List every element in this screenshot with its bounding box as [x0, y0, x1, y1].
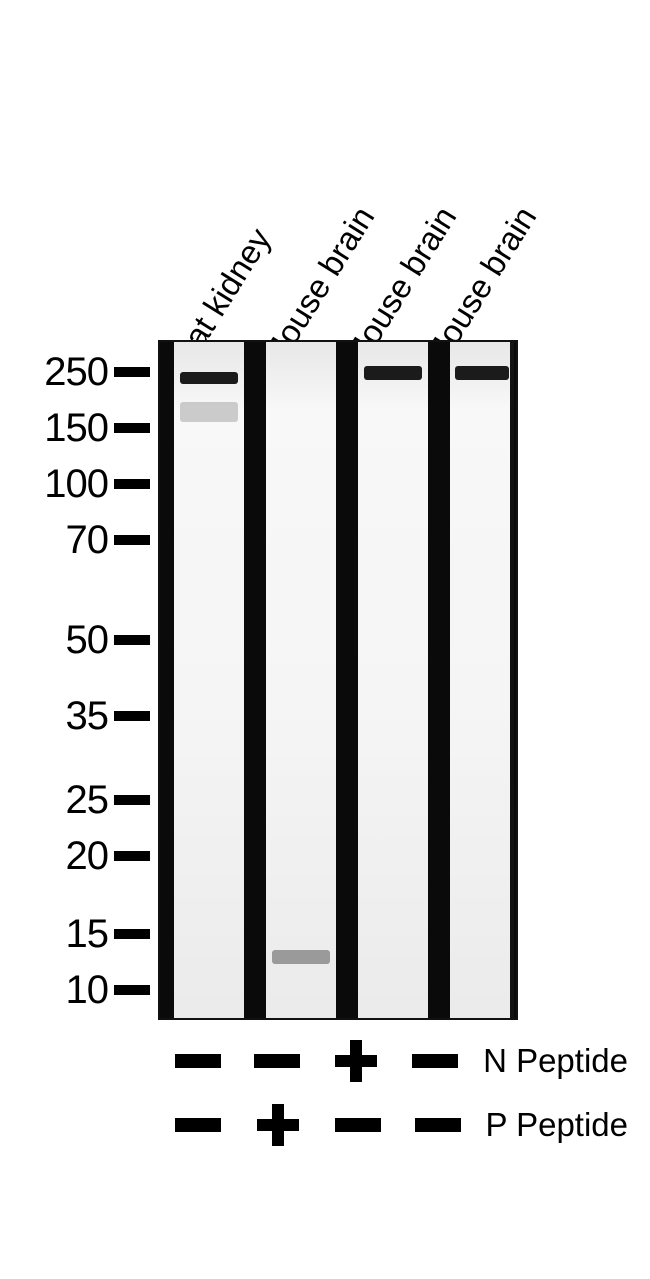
mw-marker-150: 150	[0, 411, 150, 445]
western-blot-figure: 25015010070503525201510 Rat kidneyMouse …	[0, 0, 650, 1279]
mw-marker-tick	[114, 423, 150, 433]
blot-edge-left	[160, 342, 174, 1018]
lane-background-shade	[266, 342, 336, 1018]
peptide-row-label: P Peptide	[486, 1106, 629, 1144]
plus-icon	[257, 1104, 299, 1146]
peptide-row-label: N Peptide	[483, 1042, 628, 1080]
peptide-cell-lane1-p	[158, 1118, 238, 1132]
band-lane3-250kDa	[364, 366, 423, 380]
mw-marker-tick	[114, 851, 150, 861]
mw-marker-tick	[114, 985, 150, 995]
mw-marker-tick	[114, 535, 150, 545]
peptide-row-p: P Peptide	[158, 1100, 628, 1150]
minus-icon	[412, 1054, 458, 1068]
mw-marker-100: 100	[0, 467, 150, 501]
mw-marker-label: 15	[66, 914, 109, 954]
lane-3	[358, 342, 428, 1018]
peptide-cell-lane3-n	[317, 1040, 396, 1082]
minus-icon	[335, 1118, 381, 1132]
band-lane1-220kDa	[180, 402, 239, 422]
mw-marker-tick	[114, 367, 150, 377]
minus-icon	[175, 1054, 221, 1068]
peptide-row-n: N Peptide	[158, 1036, 628, 1086]
minus-icon	[175, 1118, 221, 1132]
peptide-cell-lane1-n	[158, 1054, 237, 1068]
mw-marker-label: 50	[66, 620, 109, 660]
mw-marker-35: 35	[0, 699, 150, 733]
peptide-cell-lane2-n	[237, 1054, 316, 1068]
band-lane1-250kDa	[180, 372, 239, 384]
lane-background-shade	[450, 342, 514, 1018]
mw-marker-50: 50	[0, 623, 150, 657]
mw-marker-10: 10	[0, 973, 150, 1007]
lane-divider-2	[336, 342, 358, 1018]
band-lane4-250kDa	[455, 366, 509, 380]
mw-marker-tick	[114, 795, 150, 805]
mw-marker-15: 15	[0, 917, 150, 951]
mw-marker-20: 20	[0, 839, 150, 873]
mw-marker-tick	[114, 635, 150, 645]
lane-1	[174, 342, 244, 1018]
peptide-cell-lane2-p	[238, 1104, 318, 1146]
lane-divider-3	[428, 342, 450, 1018]
mw-marker-tick	[114, 479, 150, 489]
lane-4	[450, 342, 514, 1018]
mw-marker-label: 10	[66, 970, 109, 1010]
mw-marker-label: 20	[66, 836, 109, 876]
lane-2	[266, 342, 336, 1018]
lane-background-shade	[358, 342, 428, 1018]
mw-marker-tick	[114, 711, 150, 721]
mw-marker-label: 70	[66, 520, 109, 560]
lane-divider-1	[244, 342, 266, 1018]
mw-marker-70: 70	[0, 523, 150, 557]
mw-marker-label: 35	[66, 696, 109, 736]
mw-marker-label: 150	[44, 408, 108, 448]
minus-icon	[254, 1054, 300, 1068]
lane-background-shade	[174, 342, 244, 1018]
peptide-cell-lane3-p	[318, 1118, 398, 1132]
mw-marker-label: 25	[66, 780, 109, 820]
peptide-cell-lane4-p	[398, 1118, 478, 1132]
mw-marker-label: 100	[44, 464, 108, 504]
peptide-cell-lane4-n	[396, 1054, 475, 1068]
mw-marker-25: 25	[0, 783, 150, 817]
mw-marker-label: 250	[44, 352, 108, 392]
blot-membrane	[158, 340, 518, 1020]
plus-icon	[335, 1040, 377, 1082]
mw-marker-tick	[114, 929, 150, 939]
minus-icon	[415, 1118, 461, 1132]
mw-marker-250: 250	[0, 355, 150, 389]
band-lane2-12kDa	[272, 950, 331, 964]
